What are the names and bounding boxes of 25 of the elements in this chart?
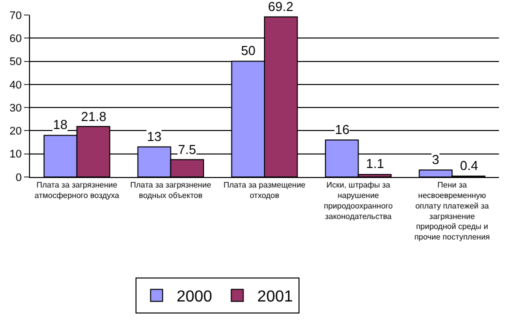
x-tick-label: Иски, штрафы за нарушение природоохранного законодательства [324,180,394,221]
data-label: 16 [335,122,350,137]
data-label: 3 [432,152,440,167]
data-label: 69.2 [268,0,294,14]
y-tick-label: 40 [10,79,22,92]
x-tick-label: Плата за загрязнение атмосферного воздуха [34,180,120,200]
y-tick-label: 50 [10,56,22,68]
data-label: 18 [53,117,68,132]
data-label: 13 [147,129,162,144]
legend-label: 2000 [176,288,212,306]
data-label: 0.4 [460,158,478,173]
y-tick-label: 20 [10,126,22,138]
x-tick-label: Плата за загрязнение водных объектов [130,180,212,200]
legend-label: 2001 [257,288,293,306]
y-tick-label: 10 [10,148,22,161]
y-tick-label: 60 [10,32,22,45]
x-tick-label: Пени за несвоевременную оплату платежей за загрязнение природной среды и прочие поступления [414,180,490,242]
data-label: 1.1 [366,156,384,171]
y-tick-label: 0 [16,172,22,184]
data-label: 50 [241,43,256,58]
data-label: 7.5 [178,142,196,157]
y-tick-label: 70 [10,10,22,22]
data-label: 21.8 [81,109,106,124]
x-tick-label: Плата за размещение отходов [224,180,306,200]
y-tick-label: 30 [10,102,22,114]
